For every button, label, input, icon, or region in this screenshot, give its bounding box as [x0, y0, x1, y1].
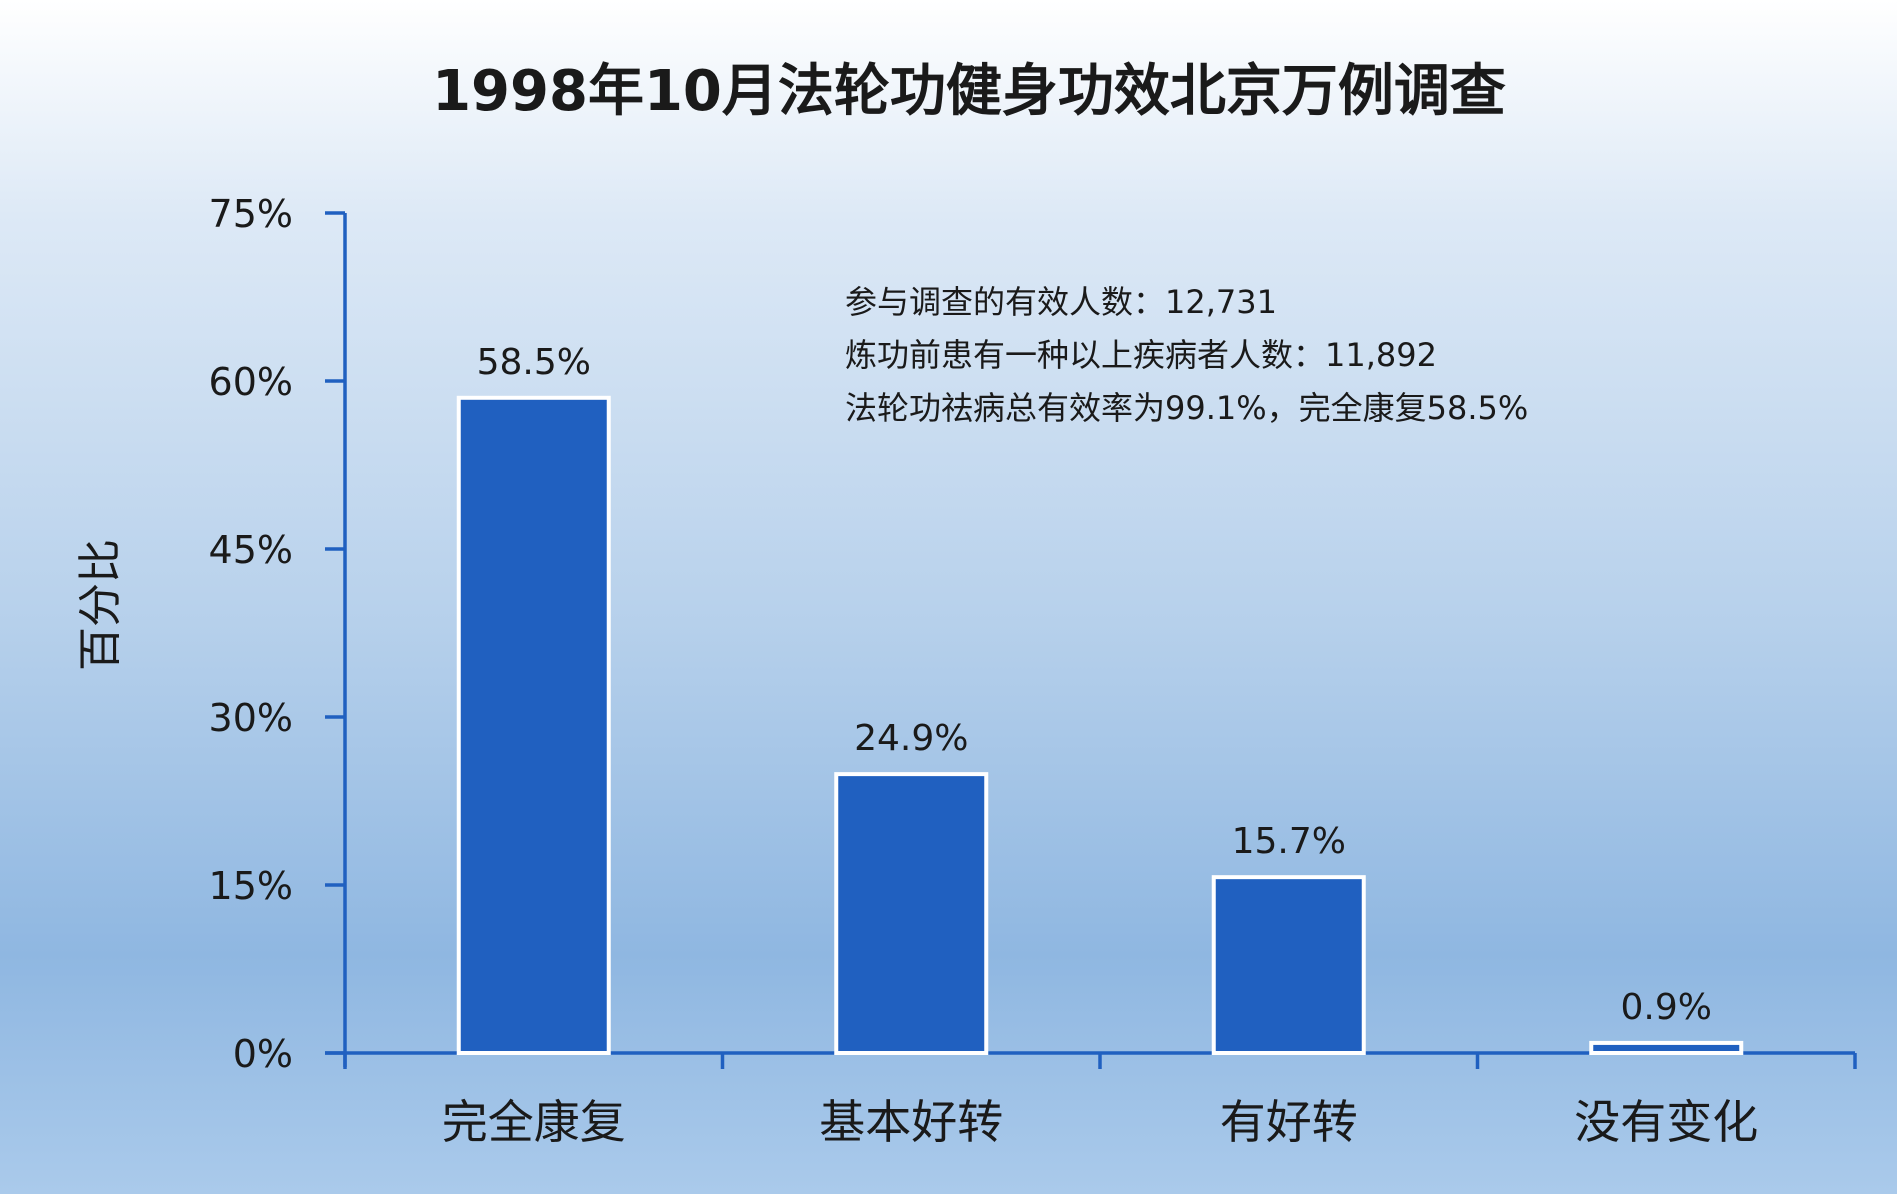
bar-value-label: 24.9%: [854, 718, 968, 759]
y-tick-label: 75%: [209, 192, 293, 236]
y-tick-label: 0%: [233, 1032, 293, 1076]
annotation-line-2: 炼功前患有一种以上疾病者人数：11,892: [845, 336, 1437, 374]
annotation-line-3: 法轮功祛病总有效率为99.1%，完全康复58.5%: [845, 389, 1528, 427]
bar-3: [1211, 875, 1366, 1055]
category-label: 完全康复: [442, 1095, 626, 1149]
y-tick-label: 60%: [209, 360, 293, 404]
bar-value-label: 15.7%: [1232, 821, 1346, 862]
bar-value-label: 58.5%: [477, 342, 591, 383]
y-axis-label: 百分比: [75, 539, 126, 671]
plot-area: 0% 15% 30% 45% 60% 75% 58.5% 完全康复 24.9% 基本好转 15.7%…: [209, 192, 1857, 1149]
bar-value-label: 0.9%: [1621, 987, 1712, 1028]
bar-1: [456, 395, 611, 1055]
annotation-line-1: 参与调查的有效人数：12,731: [845, 283, 1277, 321]
y-tick-label: 45%: [209, 528, 293, 572]
bar-2: [834, 772, 989, 1055]
category-label: 没有变化: [1574, 1095, 1758, 1149]
y-tick-label: 15%: [209, 864, 293, 908]
category-label: 基本好转: [819, 1095, 1003, 1149]
bar-4: [1589, 1040, 1744, 1056]
category-label: 有好转: [1220, 1095, 1358, 1149]
y-tick-label: 30%: [209, 696, 293, 740]
chart-title: 1998年10月法轮功健身功效北京万例调查: [432, 59, 1506, 124]
